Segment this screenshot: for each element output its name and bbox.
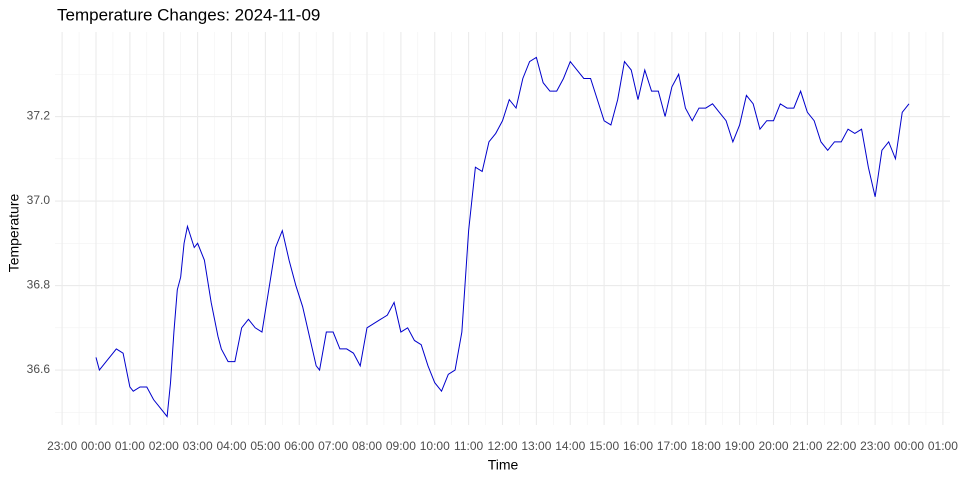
x-tick-label: 07:00: [318, 439, 348, 453]
x-tick-label: 10:00: [420, 439, 450, 453]
y-tick-label: 37.2: [27, 109, 51, 123]
x-tick-label: 23:00: [47, 439, 77, 453]
x-tick-label: 20:00: [758, 439, 788, 453]
y-tick-label: 36.6: [27, 362, 51, 376]
x-tick-label: 03:00: [183, 439, 213, 453]
x-tick-label: 01:00: [928, 439, 958, 453]
x-tick-label: 00:00: [894, 439, 924, 453]
x-tick-label: 21:00: [792, 439, 822, 453]
x-tick-label: 15:00: [589, 439, 619, 453]
x-tick-label: 09:00: [386, 439, 416, 453]
x-tick-label: 11:00: [454, 439, 483, 453]
x-tick-label: 22:00: [826, 439, 856, 453]
x-tick-label: 06:00: [284, 439, 314, 453]
x-tick-label: 05:00: [250, 439, 280, 453]
x-tick-label: 08:00: [352, 439, 382, 453]
x-axis-label: Time: [488, 457, 519, 473]
y-tick-label: 36.8: [27, 278, 51, 292]
y-axis-label: Temperature: [6, 193, 22, 272]
x-tick-label: 12:00: [487, 439, 517, 453]
x-tick-label: 17:00: [657, 439, 687, 453]
y-tick-label: 37.0: [27, 193, 51, 207]
x-tick-label: 19:00: [725, 439, 755, 453]
x-tick-label: 00:00: [81, 439, 111, 453]
chart-title: Temperature Changes: 2024-11-09: [57, 5, 320, 24]
x-tick-label: 01:00: [115, 439, 145, 453]
x-tick-label: 04:00: [216, 439, 246, 453]
x-tick-label: 23:00: [860, 439, 890, 453]
x-tick-label: 18:00: [691, 439, 721, 453]
line: [95, 56, 910, 418]
x-tick-label: 16:00: [623, 439, 653, 453]
x-tick-label: 02:00: [149, 439, 179, 453]
x-tick-label: 13:00: [521, 439, 551, 453]
x-tick-label: 14:00: [555, 439, 585, 453]
